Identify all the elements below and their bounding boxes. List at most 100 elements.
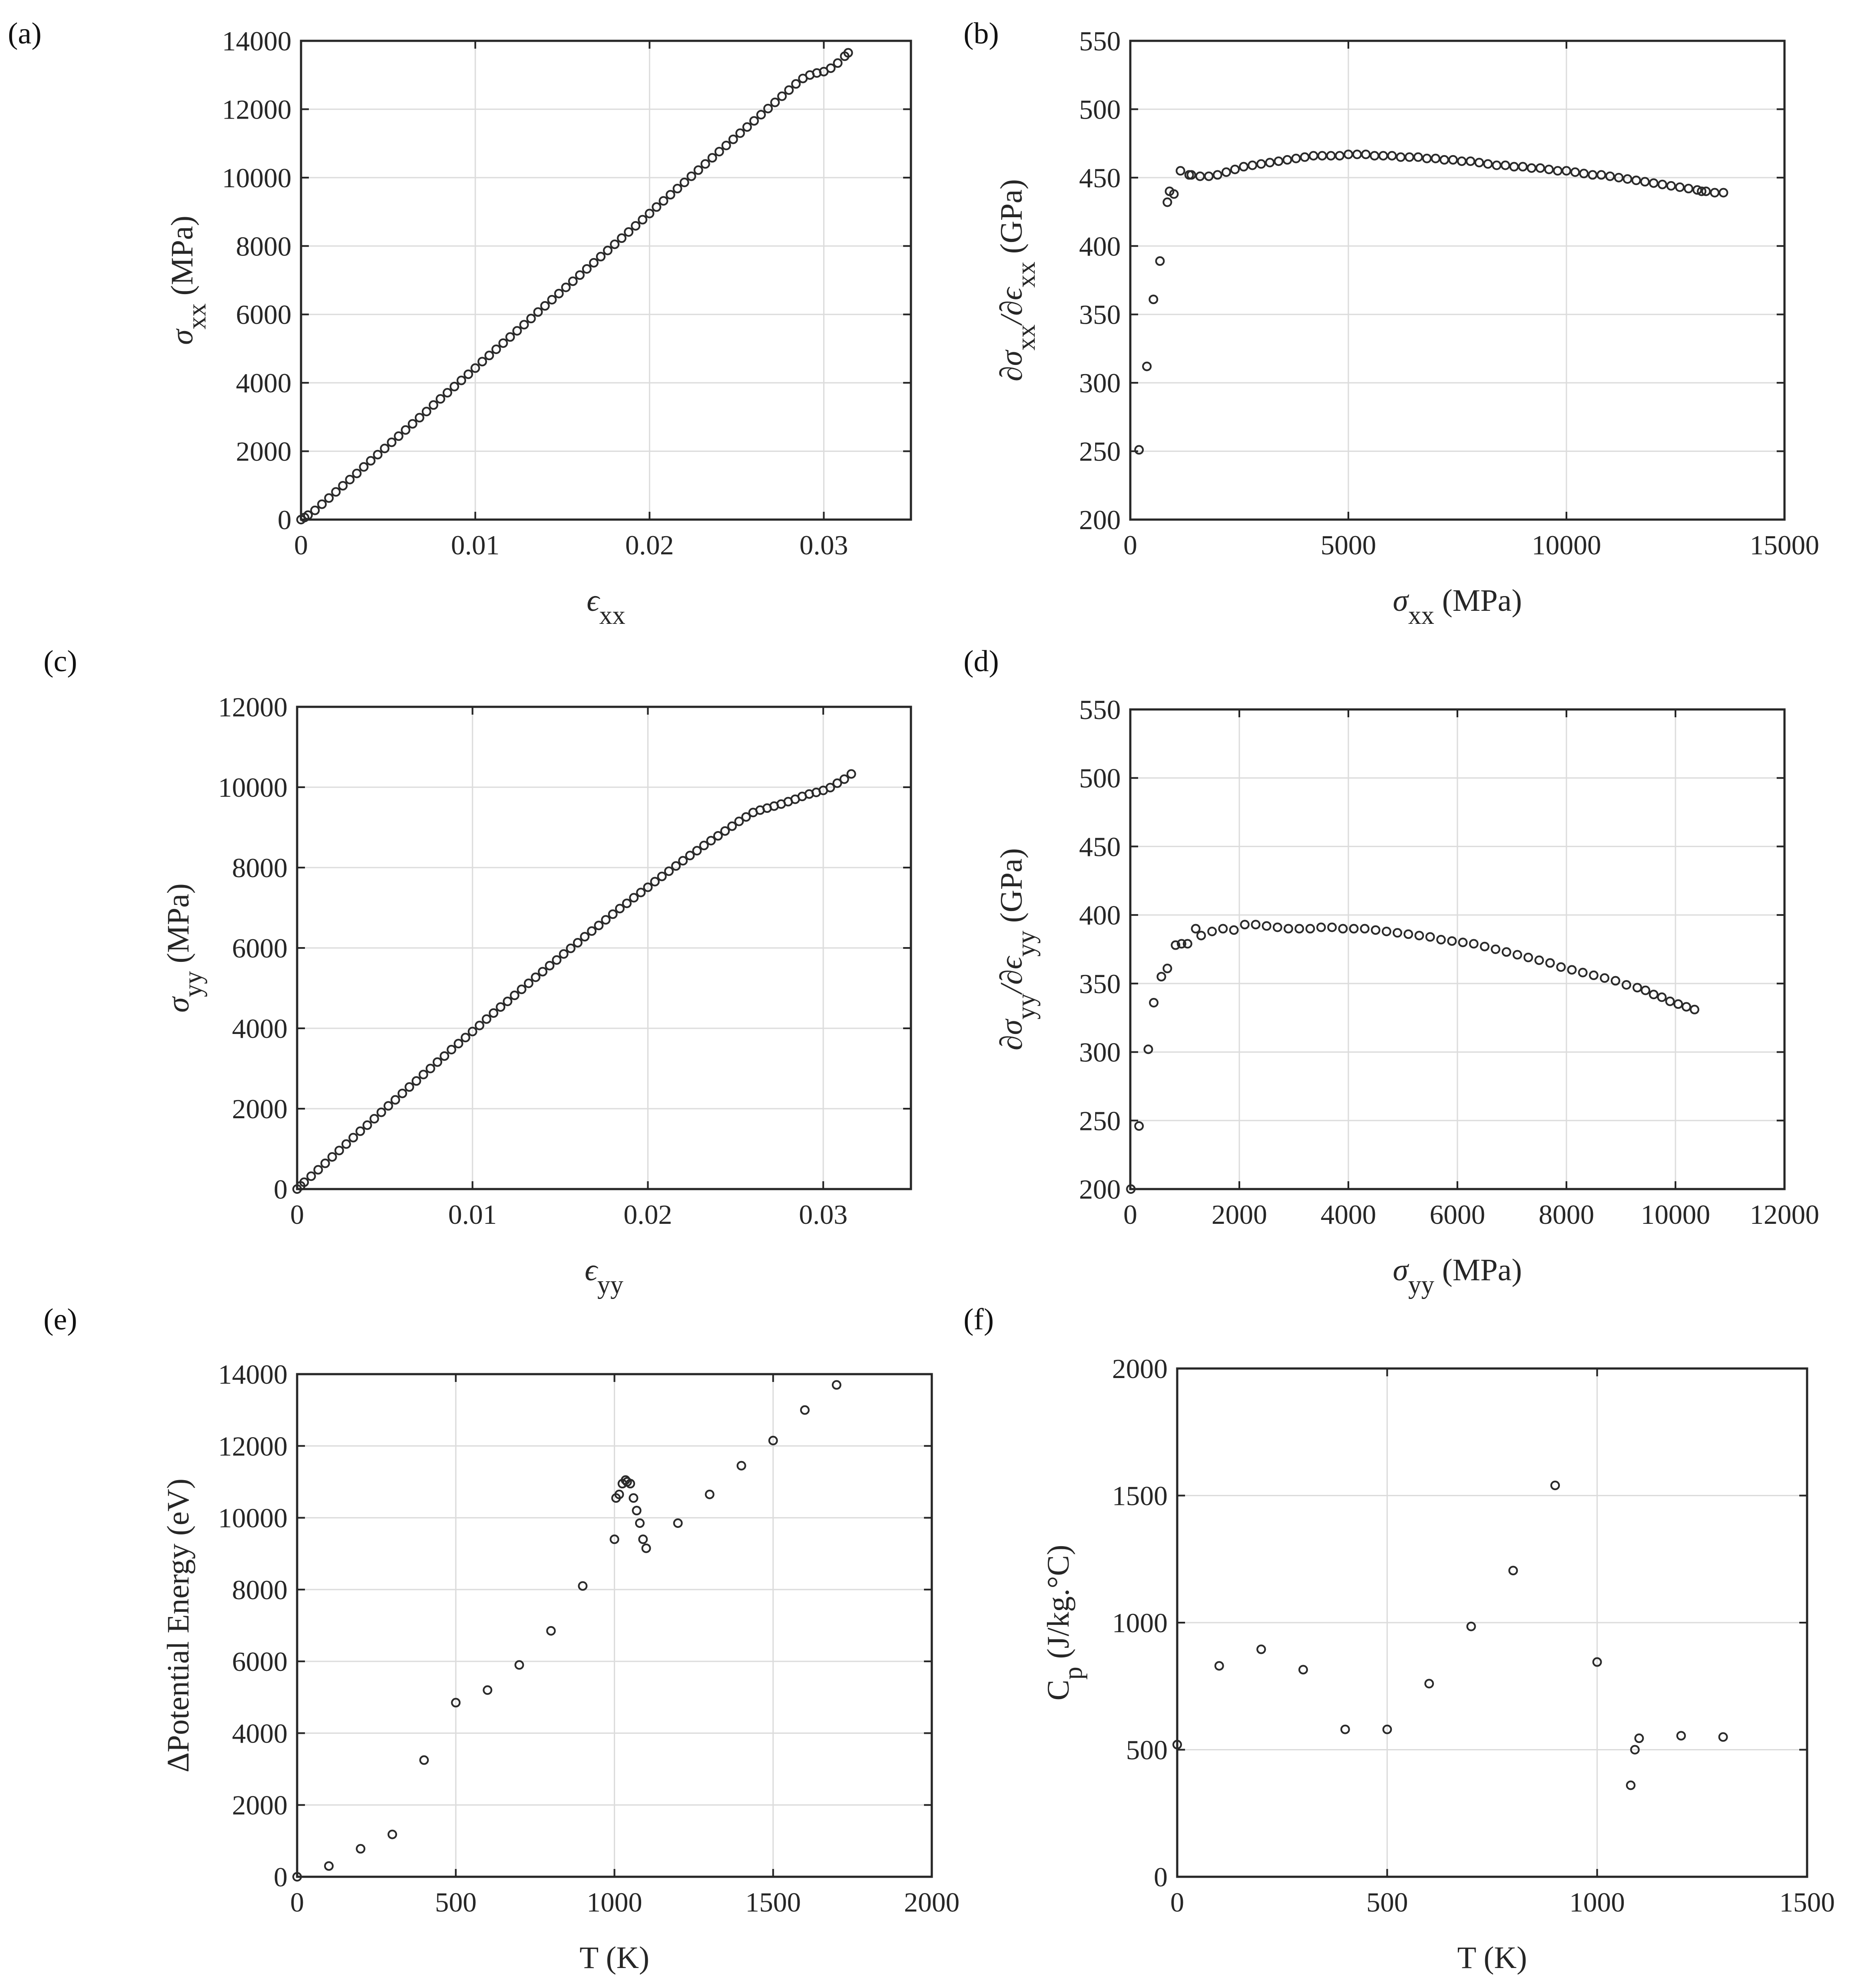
data-point	[454, 1039, 464, 1049]
data-point	[594, 921, 604, 931]
x-tick-label: 10000	[1641, 1199, 1710, 1230]
x-tick-label: 0	[294, 530, 308, 560]
y-tick-label: 500	[1079, 763, 1121, 794]
data-point	[540, 301, 550, 311]
data-point	[643, 882, 653, 892]
x-tick-label: 0.01	[448, 1199, 497, 1230]
data-point	[1483, 159, 1493, 169]
data-point	[538, 967, 548, 977]
panel-label: (f)	[963, 1303, 994, 1336]
y-axis-label: ΔPotential Energy (eV)	[161, 1478, 195, 1773]
data-point	[1632, 983, 1642, 993]
data-point	[1239, 162, 1249, 172]
data-point	[376, 1107, 386, 1117]
data-point	[615, 904, 625, 914]
data-point	[1501, 947, 1511, 957]
series-MD	[292, 769, 856, 1194]
data-point	[1126, 1184, 1136, 1194]
panel-f: 0 500 1000 1500 0 500 1000 1500 2000 T (K) Cp (J/k…	[963, 1303, 1835, 1975]
data-point	[331, 487, 341, 497]
data-point	[700, 159, 710, 169]
data-point	[749, 116, 759, 126]
data-point	[706, 836, 716, 846]
data-point	[1396, 152, 1406, 162]
data-point	[833, 58, 843, 68]
data-point	[1156, 972, 1166, 982]
data-point	[1599, 973, 1609, 983]
data-point	[460, 1033, 470, 1043]
y-tick-label: 200	[1079, 1174, 1121, 1205]
y-tick-label: 2000	[232, 1093, 288, 1124]
y-tick-label: 14000	[218, 1359, 288, 1390]
data-point	[432, 1057, 442, 1067]
data-point	[699, 841, 709, 851]
data-point	[777, 91, 787, 101]
data-point	[1567, 965, 1577, 975]
data-point	[1579, 169, 1589, 179]
y-axis-label-unit: (GPa)	[994, 179, 1029, 262]
data-point	[440, 1051, 450, 1061]
y-axis-label-subscript: yy	[1012, 994, 1040, 1020]
y-tick-label: 2000	[236, 436, 291, 467]
data-point	[641, 1543, 651, 1553]
data-point	[609, 1534, 619, 1544]
data-point	[635, 1518, 645, 1528]
data-point	[763, 103, 773, 113]
data-point	[705, 1489, 715, 1499]
y-tick-label: 0	[278, 504, 291, 535]
x-axis-label-text: T (K)	[579, 1940, 649, 1975]
data-point	[1523, 952, 1533, 962]
x-tick-label: 4000	[1321, 1199, 1376, 1230]
y-tick-label: 8000	[236, 231, 291, 262]
data-point	[665, 190, 675, 200]
data-point	[1439, 155, 1449, 165]
data-point	[496, 1002, 506, 1012]
data-point	[1513, 950, 1523, 960]
data-point	[1605, 171, 1615, 181]
series-MD	[296, 48, 853, 524]
data-point	[1458, 938, 1468, 948]
data-point	[1349, 924, 1359, 934]
data-point	[728, 134, 738, 144]
data-point	[1326, 151, 1336, 161]
y-tick-label: 4000	[232, 1718, 288, 1749]
data-point	[1340, 1724, 1350, 1734]
data-point	[1592, 1657, 1602, 1667]
x-axis-label-subscript: xx	[1408, 601, 1434, 630]
data-point	[1172, 1740, 1182, 1749]
data-point	[601, 915, 611, 925]
data-point	[380, 444, 390, 454]
data-point	[664, 866, 674, 876]
data-point	[1697, 186, 1707, 196]
data-point	[1526, 163, 1536, 173]
data-point	[770, 97, 780, 107]
data-point	[768, 1435, 778, 1445]
data-point	[482, 1014, 492, 1024]
data-point	[391, 1095, 401, 1105]
data-point	[657, 871, 667, 881]
data-point	[1142, 361, 1152, 371]
y-axis-label: ∂σyy/∂ϵyy (GPa)	[994, 848, 1040, 1050]
x-tick-label: 10000	[1532, 530, 1601, 560]
y-axis-label-subscript: xx	[1012, 325, 1040, 351]
y-axis-label-subscript: xx	[1012, 262, 1040, 288]
data-point	[617, 233, 627, 243]
y-tick-label: 2000	[1112, 1353, 1168, 1384]
panel-label: (a)	[8, 17, 42, 50]
data-point	[510, 991, 520, 1001]
plot-border	[300, 40, 912, 521]
data-point	[846, 769, 856, 779]
data-point	[1149, 998, 1159, 1008]
data-point	[734, 816, 744, 826]
data-point	[672, 184, 682, 194]
data-point	[1492, 160, 1502, 170]
y-axis-label-symbol: σ	[165, 328, 199, 345]
data-point	[1534, 955, 1544, 965]
y-tick-label: 550	[1079, 26, 1121, 56]
data-point	[1334, 151, 1344, 161]
x-axis-label-subscript: xx	[599, 601, 626, 630]
data-point	[411, 1076, 421, 1086]
y-axis-label-symbol: σ	[161, 996, 195, 1013]
data-point	[477, 357, 487, 367]
